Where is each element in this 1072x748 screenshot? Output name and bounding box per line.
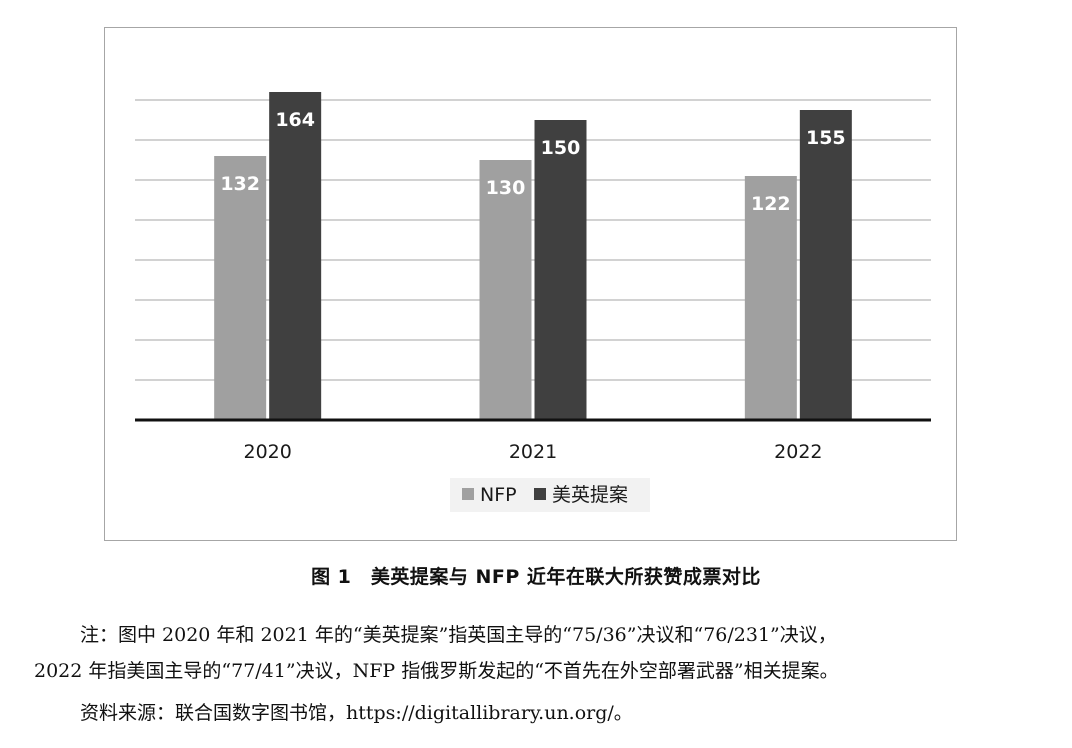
data-label: 132 xyxy=(220,173,260,195)
legend-swatch xyxy=(462,488,474,500)
data-label: 122 xyxy=(751,193,791,215)
bar-us-uk-2022 xyxy=(799,110,852,420)
data-label: 155 xyxy=(806,127,846,149)
bar-us-uk-2020 xyxy=(269,92,322,420)
legend: NFP 美英提案 xyxy=(450,478,650,512)
bars: 132 164 130 150 122 155 xyxy=(214,92,852,420)
legend-label: 美英提案 xyxy=(552,484,628,506)
x-axis-ticks: 2020 2021 2022 xyxy=(243,441,822,463)
legend-background xyxy=(450,478,650,512)
bar-chart: 132 164 130 150 122 155 2020 2021 2022 NFP 美英提案 xyxy=(135,92,931,512)
legend-label: NFP xyxy=(480,484,517,506)
data-label: 130 xyxy=(486,177,526,199)
source-line: 资料来源：联合国数字图书馆，https://digitallibrary.un.… xyxy=(80,702,633,724)
bar-us-uk-2021 xyxy=(534,120,587,420)
bar-nfp-2020 xyxy=(214,156,267,420)
gridlines xyxy=(135,99,931,381)
data-label: 164 xyxy=(275,109,315,131)
x-tick-label: 2022 xyxy=(774,441,822,463)
bar-nfp-2022 xyxy=(744,176,797,420)
chart-frame: 132 164 130 150 122 155 2020 2021 2022 NFP 美英提案 xyxy=(104,27,957,541)
bar-nfp-2021 xyxy=(479,160,532,420)
figure-caption: 图 1 美英提案与 NFP 近年在联大所获赞成票对比 xyxy=(311,566,761,588)
x-tick-label: 2021 xyxy=(509,441,557,463)
x-tick-label: 2020 xyxy=(243,441,291,463)
note-line-1: 注：图中 2020 年和 2021 年的“美英提案”指英国主导的“75/36”决… xyxy=(80,624,837,646)
note-line-2: 2022 年指美国主导的“77/41”决议，NFP 指俄罗斯发起的“不首先在外空… xyxy=(34,660,839,682)
data-label: 150 xyxy=(541,137,581,159)
legend-swatch xyxy=(534,488,546,500)
